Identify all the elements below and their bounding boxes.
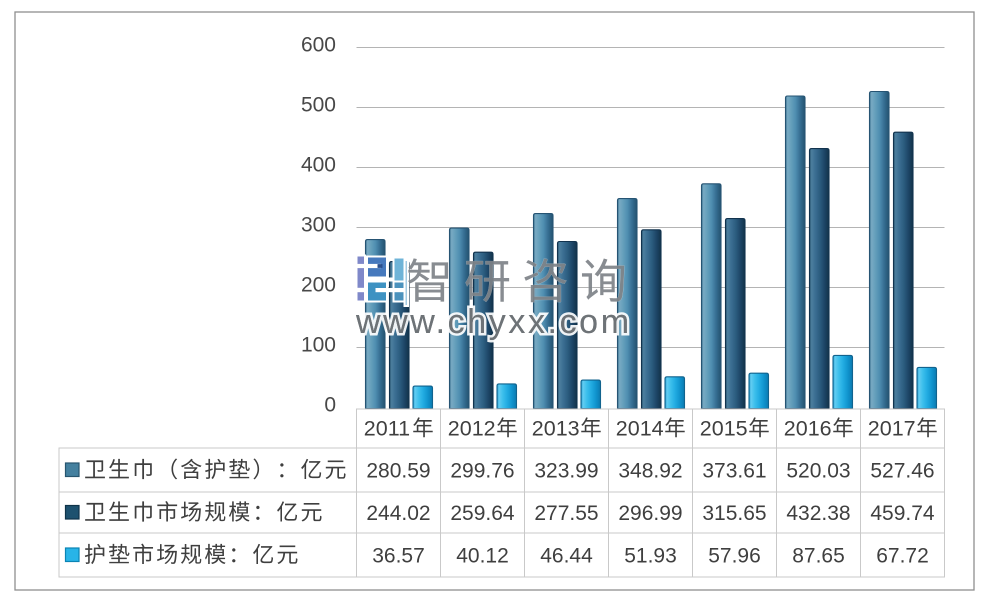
svg-text:2013: 2013 (532, 417, 580, 441)
svg-text:459.74: 459.74 (870, 502, 935, 525)
svg-text:527.46: 527.46 (870, 459, 934, 482)
svg-text:87.65: 87.65 (792, 544, 845, 567)
svg-text:500: 500 (301, 94, 336, 117)
svg-text:277.55: 277.55 (534, 502, 598, 525)
svg-text:299.76: 299.76 (450, 459, 514, 482)
svg-text:2011: 2011 (364, 417, 410, 441)
svg-text:57.96: 57.96 (708, 544, 761, 567)
svg-text:244.02: 244.02 (366, 502, 430, 525)
svg-text:2017: 2017 (868, 417, 916, 441)
svg-text:348.92: 348.92 (618, 459, 682, 482)
svg-text:280.59: 280.59 (366, 459, 430, 482)
svg-text:296.99: 296.99 (618, 502, 682, 525)
svg-text:www.chyxx.com: www.chyxx.com (355, 303, 632, 341)
svg-text:373.61: 373.61 (702, 459, 766, 482)
svg-text:200: 200 (301, 274, 336, 297)
svg-text:40.12: 40.12 (456, 544, 509, 567)
svg-text:51.93: 51.93 (624, 544, 677, 567)
svg-text:0: 0 (324, 394, 336, 417)
svg-text:300: 300 (301, 214, 336, 237)
svg-text:2016: 2016 (784, 417, 832, 441)
svg-text:100: 100 (301, 334, 336, 357)
svg-text:259.64: 259.64 (450, 502, 515, 525)
svg-text:36.57: 36.57 (372, 544, 425, 567)
svg-text:2015: 2015 (700, 417, 748, 441)
svg-text:46.44: 46.44 (540, 544, 593, 567)
svg-text:2014: 2014 (616, 417, 664, 441)
svg-text:520.03: 520.03 (786, 459, 850, 482)
svg-text:400: 400 (301, 154, 336, 177)
svg-text:323.99: 323.99 (534, 459, 598, 482)
svg-text:67.72: 67.72 (876, 544, 929, 567)
svg-text:2012: 2012 (448, 417, 496, 441)
svg-text:www.chyxx.com: www.chyxx.com (355, 303, 632, 341)
svg-text:432.38: 432.38 (786, 502, 850, 525)
svg-text:600: 600 (301, 34, 336, 57)
svg-text:315.65: 315.65 (702, 502, 766, 525)
